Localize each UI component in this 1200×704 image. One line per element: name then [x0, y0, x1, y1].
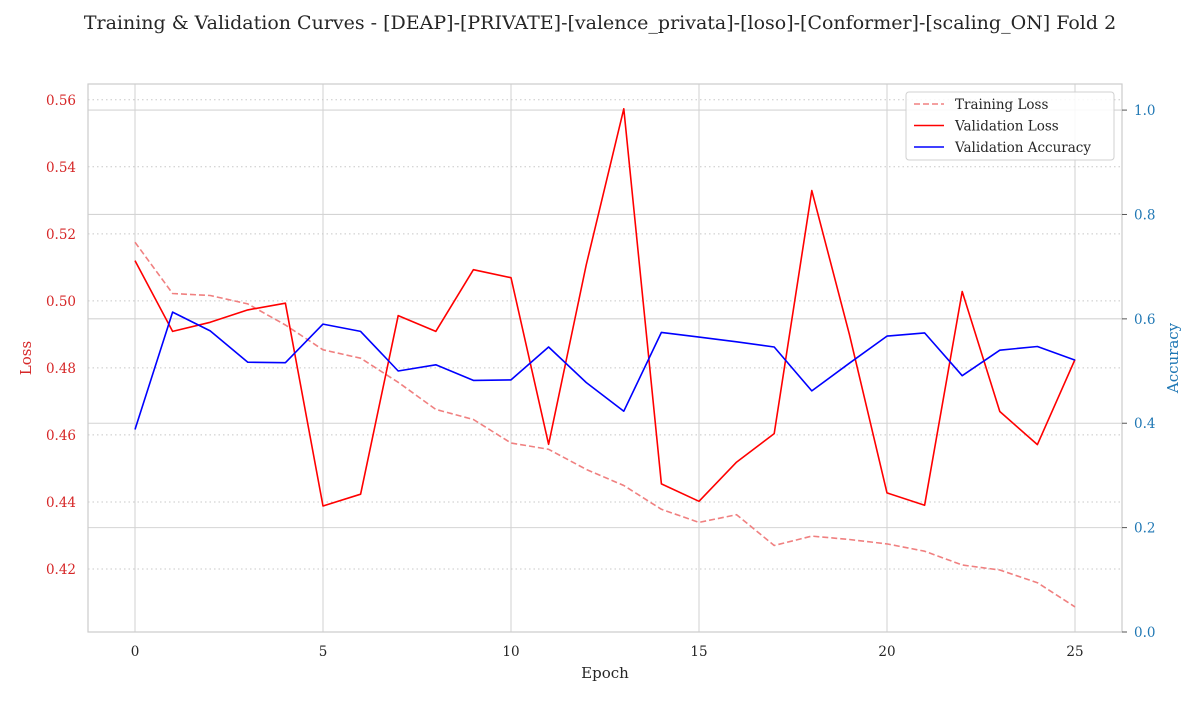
chart-title: Training & Validation Curves - [DEAP]-[P… [84, 12, 1116, 34]
y-right-tick-label-5: 1.0 [1134, 103, 1155, 119]
y-left-tick-label-4: 0.50 [46, 294, 76, 310]
x-tick-label-4: 20 [878, 644, 895, 660]
x-tick-label-1: 5 [319, 644, 328, 660]
plot-frame [87, 83, 1123, 633]
series-layer [134, 108, 1076, 608]
y-left-tick-label-2: 0.46 [46, 428, 76, 444]
y-left-tick-label-0: 0.42 [46, 562, 76, 578]
y-right-tick-label-3: 0.6 [1134, 312, 1155, 328]
y-left-tick-label-1: 0.44 [46, 495, 76, 511]
series-line-training-loss [134, 241, 1076, 608]
y-left-tick-label-5: 0.52 [46, 227, 76, 243]
y-left-tick-label-6: 0.54 [46, 160, 76, 176]
legend-box [905, 91, 1115, 161]
x-tick-label-2: 10 [502, 644, 519, 660]
series-line-validation-loss [134, 108, 1076, 507]
legend-label-2: Validation Accuracy [954, 140, 1091, 156]
y-right-tick-label-0: 0.0 [1134, 625, 1155, 641]
y-right-axis-label: Accuracy [1164, 322, 1182, 394]
x-tick-label-5: 25 [1066, 644, 1083, 660]
right-axis-ticks: 0.0 0.2 0.4 0.6 0.8 1.0 [1122, 103, 1155, 641]
legend: Training Loss Validation Loss Validation A… [905, 91, 1115, 161]
x-tick-label-0: 0 [131, 644, 140, 660]
y-right-tick-label-1: 0.2 [1134, 521, 1155, 537]
y-right-tick-label-4: 0.8 [1134, 207, 1155, 223]
y-left-axis-label: Loss [17, 341, 35, 375]
y-left-tick-label-7: 0.56 [46, 93, 76, 109]
y-right-tick-label-2: 0.4 [1134, 416, 1155, 432]
y-left-tick-label-3: 0.48 [46, 361, 76, 377]
x-tick-label-3: 15 [690, 644, 707, 660]
x-axis-ticks: 0 5 10 15 20 25 [131, 644, 1084, 660]
series-line-validation-accuracy [134, 311, 1076, 430]
x-axis-label: Epoch [581, 664, 629, 682]
legend-label-0: Training Loss [955, 97, 1048, 113]
left-axis-ticks: 0.42 0.44 0.46 0.48 0.50 0.52 0.54 0.56 [46, 93, 76, 578]
legend-label-1: Validation Loss [954, 119, 1059, 135]
